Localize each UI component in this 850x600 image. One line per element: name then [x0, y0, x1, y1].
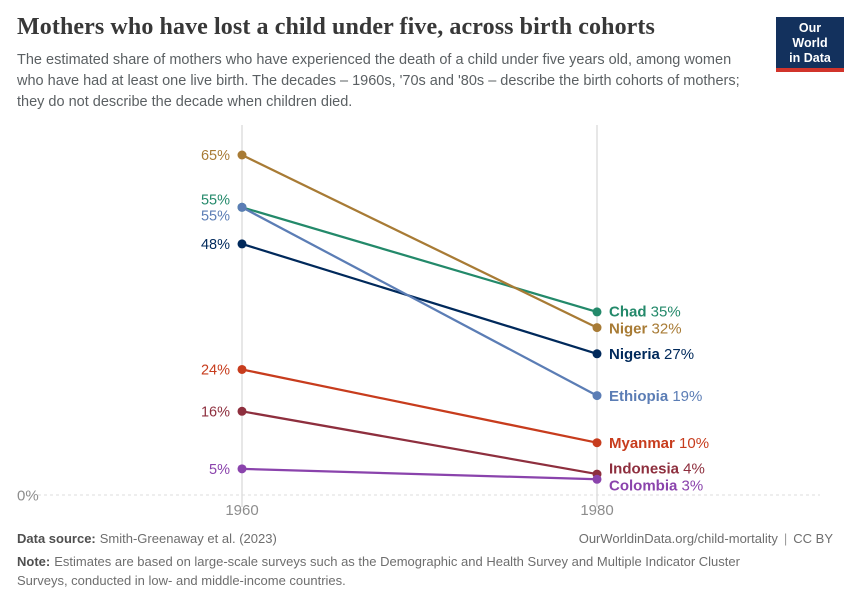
point-myanmar-1980 — [592, 438, 602, 448]
chart-subtitle: The estimated share of mothers who have … — [17, 51, 740, 110]
series-label-colombia[interactable]: Colombia 3% — [609, 477, 703, 494]
chart-note: Note: Estimates are based on large-scale … — [17, 553, 777, 591]
start-value-label-colombia: 5% — [209, 462, 230, 478]
note-value: Estimates are based on large-scale surve… — [17, 554, 740, 588]
series-line-colombia — [241, 467, 598, 481]
point-indonesia-1960 — [237, 406, 247, 416]
x-tick-1960: 1960 — [225, 502, 258, 519]
series-line-niger — [241, 153, 598, 329]
zero-baseline-label: 0% — [17, 487, 39, 504]
point-chad-1980 — [592, 307, 602, 317]
series-label-myanmar[interactable]: Myanmar 10% — [609, 435, 709, 452]
page-title: Mothers who have lost a child under five… — [17, 14, 655, 40]
series-label-indonesia[interactable]: Indonesia 4% — [609, 460, 705, 477]
start-value-label-ethiopia: 55% — [201, 208, 230, 224]
series-label-niger[interactable]: Niger 32% — [609, 321, 682, 338]
owid-logo-line2: in Data — [789, 50, 831, 65]
data-source: Data source: Smith-Greenaway et al. (2023… — [17, 531, 277, 546]
note-label: Note: — [17, 554, 51, 569]
chart-header: Mothers who have lost a child under five… — [17, 13, 755, 113]
series-line-chad — [241, 206, 598, 314]
series-line-indonesia — [241, 410, 598, 476]
start-value-label-chad: 55% — [201, 192, 230, 208]
point-niger-1960 — [237, 150, 247, 160]
point-colombia-1980 — [592, 474, 602, 484]
series-line-ethiopia — [241, 206, 598, 397]
series-label-nigeria[interactable]: Nigeria 27% — [609, 346, 694, 363]
data-source-label: Data source: — [17, 531, 96, 546]
series-label-chad[interactable]: Chad 35% — [609, 304, 681, 321]
point-ethiopia-1980 — [592, 391, 602, 401]
owid-url-link[interactable]: OurWorldinData.org/child-mortality — [578, 531, 778, 546]
citation-separator: | — [783, 531, 788, 546]
owid-logo-line1: Our World — [792, 21, 828, 50]
start-value-label-nigeria: 48% — [201, 237, 230, 253]
start-value-label-indonesia: 16% — [201, 404, 230, 420]
series-line-nigeria — [241, 242, 598, 355]
series-line-myanmar — [241, 368, 598, 444]
start-value-label-myanmar: 24% — [201, 363, 230, 379]
point-myanmar-1960 — [237, 364, 247, 374]
chart-footer: Data source: Smith-Greenaway et al. (2023… — [17, 531, 833, 591]
series-label-ethiopia[interactable]: Ethiopia 19% — [609, 388, 702, 405]
x-tick-1980: 1980 — [580, 502, 613, 519]
owid-logo[interactable]: Our World in Data — [776, 17, 844, 73]
citation: OurWorldinData.org/child-mortality | CC BY — [579, 531, 833, 546]
license-label: CC BY — [793, 531, 833, 546]
point-colombia-1960 — [237, 464, 247, 474]
point-nigeria-1960 — [237, 239, 247, 249]
point-ethiopia-1960 — [237, 202, 247, 212]
point-nigeria-1980 — [592, 349, 602, 359]
start-value-label-niger: 65% — [201, 148, 230, 164]
point-niger-1980 — [592, 323, 602, 333]
data-source-value: Smith-Greenaway et al. (2023) — [99, 531, 277, 546]
